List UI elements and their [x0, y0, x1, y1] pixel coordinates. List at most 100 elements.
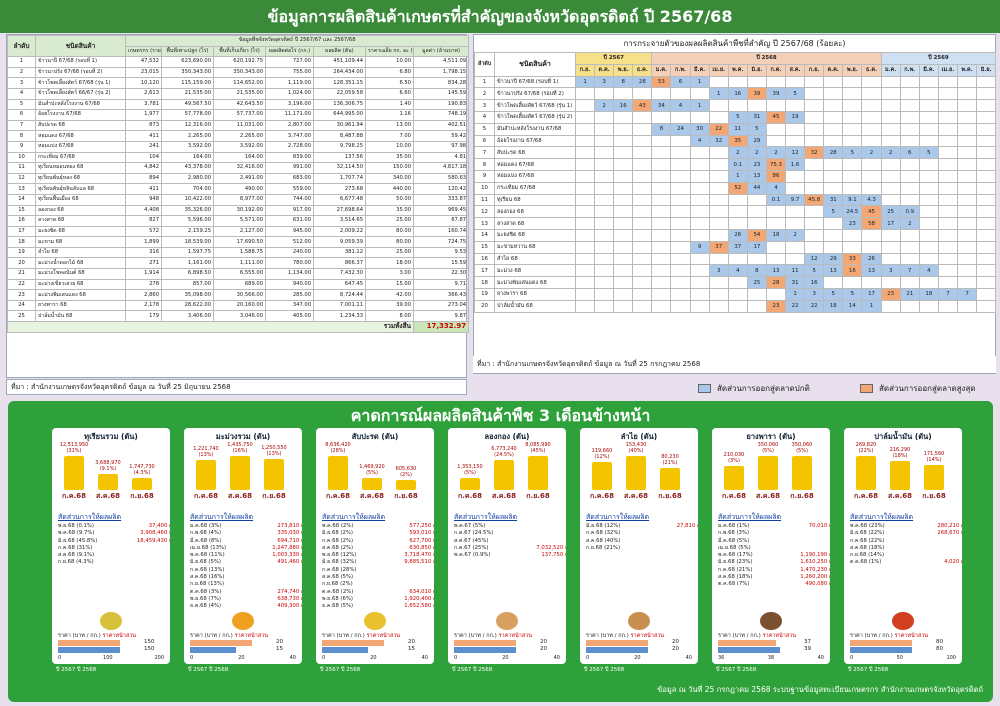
dist-cell	[765, 205, 787, 219]
dist-cell	[574, 287, 596, 301]
table-cell: 7,432.30	[313, 268, 366, 280]
month-value-pct: (5%)	[366, 469, 378, 476]
dist-cell	[880, 110, 901, 124]
card-title: ยางพารา (ตัน)	[746, 432, 796, 441]
dist-cell: 19	[785, 110, 806, 124]
dist-row-no: 10	[474, 181, 495, 195]
dist-cell	[708, 110, 729, 124]
month-value-number: 350,060	[791, 442, 813, 448]
dist-cell: 23	[842, 217, 863, 230]
share-list: พ.ค.68 (2%) 577,250 ตันมิ.ย.68 (2%) 593,01…	[316, 523, 434, 611]
dist-cell	[880, 252, 901, 266]
legend-peak: สัดส่วนการออกสู่ตลาดสูงสุด	[860, 383, 976, 395]
month-value-pct: (9.1%)	[99, 466, 117, 473]
year-legend: ปี 2567 ปี 2568	[320, 666, 360, 674]
forecast-card: ทุเรียนรวม (ตัน) 12,513,950 (31%) ก.ค.68 3,6…	[52, 428, 170, 664]
dist-cell: 4	[670, 99, 691, 112]
dist-cell: 1	[689, 99, 710, 112]
dist-cell	[651, 217, 672, 230]
dist-cell	[727, 276, 748, 289]
table-cell: 10,120	[125, 77, 162, 89]
dist-cell: 7	[937, 287, 959, 301]
dist-cell	[804, 122, 825, 136]
product-name: ข้าวโพดเลี้ยงสัตว์ 66/67 (รุ่น 2)	[35, 87, 126, 100]
dist-cell	[976, 252, 997, 266]
dist-cell	[937, 122, 959, 136]
table-cell: 3,514.65	[313, 215, 366, 227]
dist-cell: 17	[861, 287, 882, 301]
dist-product-name: มันสำปะหลังโรงงาน 67/68	[494, 122, 576, 136]
month-value-number: 171,560	[923, 451, 945, 458]
price-unit: ราคา (บาท / กก.)	[58, 633, 101, 639]
table-cell: 11,171.00	[265, 109, 314, 121]
month-value-number: 3,688,970	[95, 460, 121, 467]
table-cell: 240.00	[265, 246, 314, 259]
month-bar	[196, 459, 216, 490]
share-month: พ.ย.68 (0.1%)	[58, 523, 94, 529]
monthly-bars: 119,660 (12%) ก.ค.68 153,430 (40%) ส.ค.68 80,2…	[586, 442, 692, 512]
table-cell: 1,234.33	[313, 310, 366, 323]
dist-cell: 4.3	[861, 193, 882, 207]
month-value: 8,085,990 (45%)	[522, 442, 554, 454]
share-tonnes: 630,850 ตัน	[409, 544, 434, 551]
dist-cell	[670, 169, 691, 183]
dist-cell	[976, 240, 997, 254]
dist-cell	[880, 240, 901, 254]
month-value-number: 12,513,950	[59, 442, 89, 448]
price-value: 20	[540, 646, 547, 652]
price-unit: ราคา (บาท / กก.)	[586, 633, 629, 639]
month-bar	[660, 468, 680, 490]
dist-cell	[804, 158, 825, 171]
dist-cell	[804, 87, 825, 101]
dist-cell	[708, 158, 729, 171]
dist-cell	[708, 299, 729, 313]
forecast-card: ปาล์มน้ำมัน (ตัน) 269,820 (22%) ก.ค.68 216,2…	[844, 428, 962, 664]
table-cell: 3,747.00	[265, 130, 314, 142]
dist-cell	[689, 217, 710, 230]
table-cell: 10.00	[365, 56, 414, 68]
legend-peak-swatch	[860, 384, 873, 393]
price-label: ราคา (บาท / กก.) ราคาหน้าสวน	[718, 632, 796, 640]
dist-cell: 86	[765, 169, 787, 183]
month-value-number: 1,221,740	[193, 445, 219, 452]
dist-cell	[651, 228, 672, 242]
axis-tick: 40	[685, 655, 692, 661]
dist-cell	[746, 205, 767, 219]
share-tonnes: 593,010 ตัน	[409, 530, 434, 537]
month-label: ก.ค.68	[854, 492, 878, 500]
dist-cell	[842, 87, 863, 101]
month-header: ส.ค.	[785, 63, 806, 77]
dist-cell	[842, 276, 863, 289]
table-row: 19 ลำไย 68 316 1,597.75 1,588.75 240.00 381.12…	[7, 246, 470, 259]
share-month: ก.ค.68 (31%)	[58, 544, 93, 551]
share-tonnes: 491,460 ตัน	[277, 559, 302, 566]
dist-cell	[594, 181, 615, 195]
dist-cell: 1	[689, 75, 710, 89]
dist-cell	[880, 75, 901, 89]
table-cell: 3,406.00	[161, 310, 214, 323]
table-row: 11 ทุเรียนหมอนทอง 68 4,842 43,378.00 32,416.…	[7, 162, 470, 174]
dist-product-name: สับปะรด 68	[494, 146, 576, 160]
month-label: ส.ค.68	[491, 492, 516, 500]
dist-cell	[880, 181, 901, 195]
row-no: 16	[7, 215, 36, 227]
dist-cell	[651, 264, 672, 278]
table-row: 18 มะขาม 68 1,899 18,539.00 17,690.50 512.00 9…	[7, 236, 470, 248]
table-cell: 12,316.00	[161, 119, 214, 132]
share-tonnes: 1,470,230 ตัน	[800, 566, 830, 573]
share-month: พ.ค.68 (23%)	[850, 523, 885, 529]
table-cell: 1,161.00	[161, 257, 214, 270]
dist-cell	[670, 181, 691, 195]
col-header: พื้นที่เพาะปลูก (ไร่)	[161, 45, 214, 58]
table-cell: 23,015	[125, 66, 162, 79]
axis-tick: 40	[817, 655, 824, 661]
dist-cell	[976, 87, 997, 101]
axis-tick: 200	[154, 655, 164, 661]
dist-cell	[613, 217, 634, 230]
dist-cell: 35	[727, 134, 748, 148]
share-line: ก.พ.68 (3%)	[718, 530, 830, 537]
dist-cell	[670, 299, 691, 313]
month-value-number: 350,060	[757, 442, 779, 448]
month-value-number: 8,636,420	[325, 442, 351, 448]
legend-year-b: ปี 2568	[209, 667, 229, 673]
